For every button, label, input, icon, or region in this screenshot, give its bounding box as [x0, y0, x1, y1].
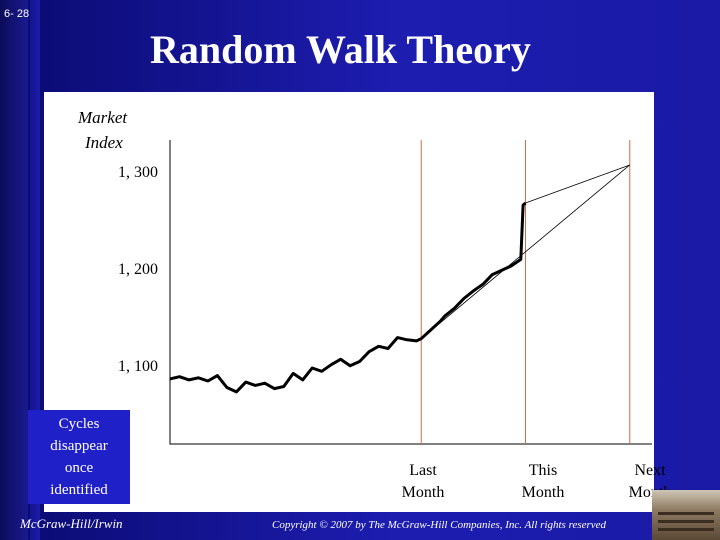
- y-tick-1300: 1, 300: [118, 164, 158, 181]
- x-label-this-month-l1: This: [528, 462, 558, 479]
- x-label-this-month-l2: Month: [521, 484, 565, 501]
- cycles-callout: Cycles disappear once identified: [28, 410, 130, 504]
- x-label-this-month: This Month: [503, 460, 583, 504]
- callout-line-4: identified: [50, 482, 108, 498]
- market-index-series-0: [169, 201, 527, 394]
- book-cover-thumbnail: [652, 490, 720, 540]
- slide-number: 6- 28: [4, 8, 30, 20]
- x-label-last-month: Last Month: [383, 460, 463, 504]
- trend-line-0: [420, 164, 631, 339]
- callout-line-3: once: [64, 460, 94, 476]
- y-tick-1100: 1, 100: [118, 358, 158, 375]
- callout-line-2: disappear: [50, 438, 108, 454]
- x-label-last-month-l2: Month: [401, 484, 445, 501]
- callout-line-1: Cycles: [58, 416, 100, 432]
- y-axis-label-line2: Index: [85, 133, 123, 152]
- slide-title: Random Walk Theory: [150, 27, 531, 72]
- axis-frame: [169, 140, 652, 445]
- trend-line-1: [525, 164, 630, 204]
- left-stripe-inner: [30, 0, 40, 540]
- y-axis-label-line1: Market: [78, 108, 128, 127]
- x-label-next-month-l1: Next: [634, 462, 666, 479]
- chart-area: [44, 92, 654, 512]
- y-tick-1200: 1, 200: [118, 261, 158, 278]
- footer-copyright: Copyright © 2007 by The McGraw-Hill Comp…: [272, 519, 607, 531]
- x-label-last-month-l1: Last: [409, 462, 437, 479]
- left-stripe: [0, 0, 28, 540]
- footer-publisher: McGraw-Hill/Irwin: [20, 516, 123, 531]
